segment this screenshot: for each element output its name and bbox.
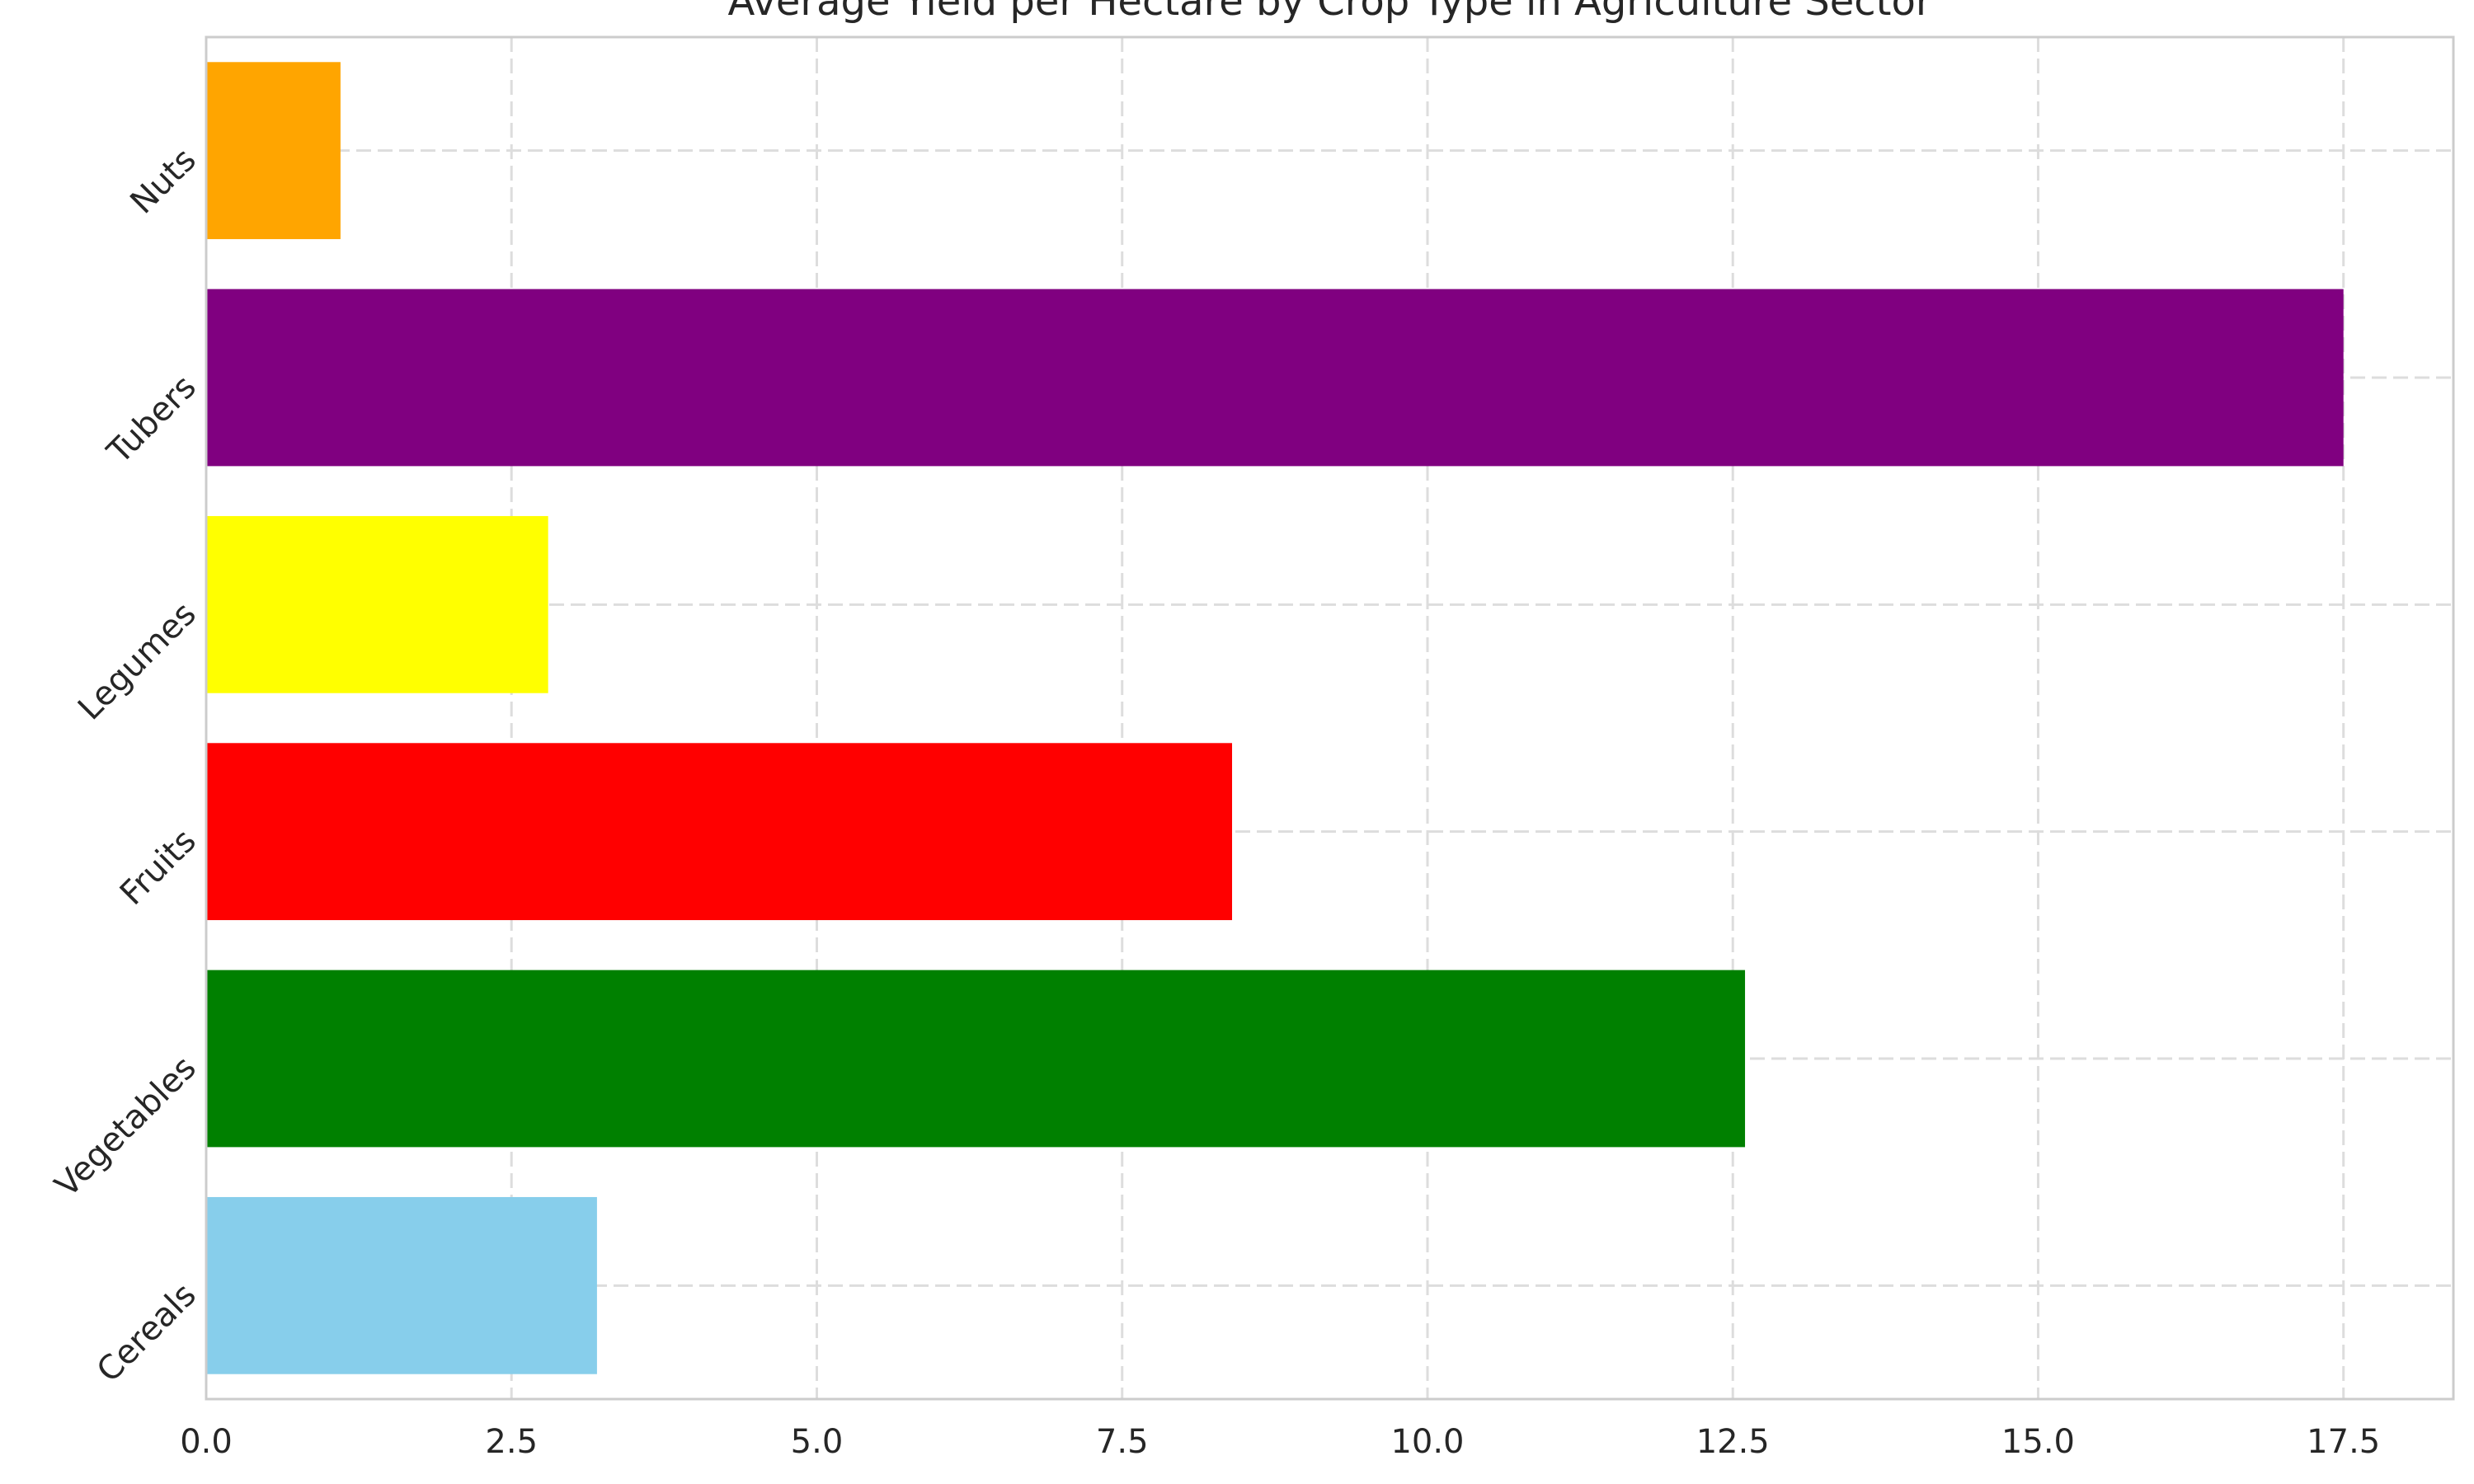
x-tick-label: 0.0 (180, 1423, 233, 1461)
x-tick-label: 2.5 (485, 1423, 538, 1461)
x-tick-label: 17.5 (2307, 1423, 2380, 1461)
bar-fruits (206, 743, 1233, 921)
x-tick-label: 15.0 (2001, 1423, 2075, 1461)
x-axis-tick-labels: 0.0 2.5 5.0 7.5 10.0 12.5 15.0 17.5 (180, 1423, 2380, 1461)
x-tick-label: 12.5 (1696, 1423, 1770, 1461)
bar-cereals (206, 1196, 597, 1374)
bar-tubers (206, 289, 2344, 467)
x-tick-label: 10.0 (1390, 1423, 1464, 1461)
chart-title: Average Yield per Hectare by Crop Type i… (727, 0, 1931, 25)
bars (206, 62, 2344, 1374)
bar-nuts (206, 62, 341, 240)
x-tick-label: 7.5 (1096, 1423, 1149, 1461)
bar-legumes (206, 515, 548, 693)
x-tick-label: 5.0 (791, 1423, 844, 1461)
bar-vegetables (206, 970, 1746, 1148)
axes-frame (205, 35, 2455, 1401)
